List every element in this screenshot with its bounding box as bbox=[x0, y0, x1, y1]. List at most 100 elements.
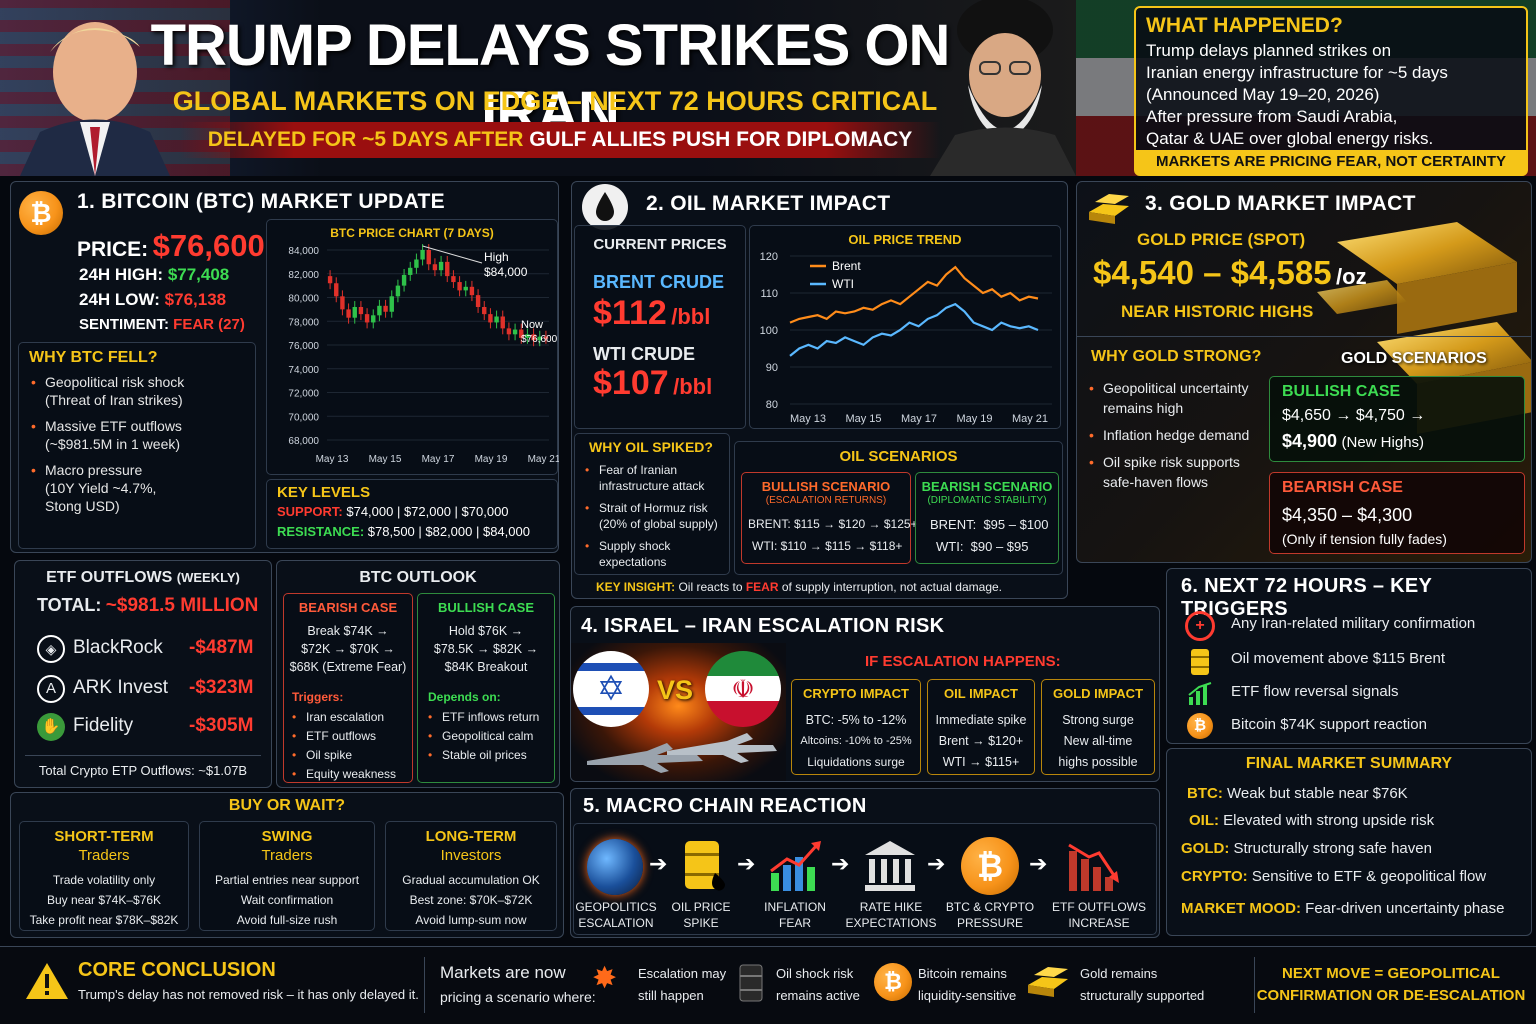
oil-barrel-icon bbox=[1189, 647, 1213, 682]
why-line: Inflation hedge demand bbox=[1103, 427, 1250, 443]
gold-title: 3. GOLD MARKET IMPACT bbox=[1145, 192, 1416, 215]
insight-b: of supply interruption, not actual damag… bbox=[781, 580, 1002, 594]
y-tick-label: 82,000 bbox=[288, 270, 319, 281]
macro-chain-box bbox=[573, 823, 1157, 935]
chain-arrow-icon: ➔ bbox=[831, 851, 850, 876]
oil-impact-lines: Immediate spike Brent → $120+ WTI → $115+ bbox=[928, 710, 1034, 773]
chain-label: ETF OUTFLOWS INCREASE bbox=[1047, 899, 1151, 931]
why-btc-title: WHY BTC FELL? bbox=[29, 349, 158, 366]
candle bbox=[340, 296, 345, 310]
annotation-line bbox=[422, 245, 483, 264]
x-tick-label: May 19 bbox=[956, 413, 992, 425]
why-line: Geopolitical risk shock bbox=[45, 374, 185, 390]
gold-bar-icon bbox=[1085, 190, 1135, 231]
israel-iran-title: 4. ISRAEL – IRAN ESCALATION RISK bbox=[581, 615, 945, 637]
gold-impact-box: GOLD IMPACT Strong surge New all-time high… bbox=[1041, 679, 1155, 775]
oil-bull-sub: (ESCALATION RETURNS) bbox=[765, 495, 887, 506]
resistance-label: RESISTANCE: bbox=[277, 524, 365, 539]
bitcoin-icon: ₿ bbox=[19, 191, 63, 235]
wti-price-row: $107 /bbl bbox=[593, 364, 712, 403]
y-tick-label: 90 bbox=[766, 362, 778, 374]
x-tick-label: May 17 bbox=[901, 413, 937, 425]
oil-bearish-box: BEARISH SCENARIO (DIPLOMATIC STABILITY) … bbox=[915, 472, 1059, 564]
oil-panel: 2. OIL MARKET IMPACT CURRENT PRICES BREN… bbox=[571, 181, 1068, 599]
impact-line: highs possible bbox=[1058, 755, 1138, 769]
footer-bar: CORE CONCLUSION Trump's delay has not re… bbox=[0, 946, 1536, 1024]
iran-flag-icon: ☫ bbox=[705, 651, 781, 727]
trigger-item: Any Iran-related military confirmation bbox=[1231, 615, 1476, 632]
buy-line: Avoid full-size rush bbox=[236, 913, 338, 927]
etf-total-label: TOTAL: bbox=[37, 595, 102, 615]
key-levels-title: KEY LEVELS bbox=[277, 484, 371, 501]
etf-divider bbox=[25, 755, 261, 756]
crypto-impact-box: CRYPTO IMPACT BTC: -5% to -12% Altcoins: … bbox=[791, 679, 921, 775]
legend-label: Brent bbox=[832, 259, 861, 273]
btc-title: 1. BITCOIN (BTC) MARKET UPDATE bbox=[77, 190, 445, 213]
outlook-bull-path: Hold $76K → $78.5K → $82K → $84K Breakout bbox=[418, 622, 554, 676]
wti-price: $107 bbox=[593, 364, 669, 402]
key-levels-box: KEY LEVELS SUPPORT: $74,000 | $72,000 | … bbox=[266, 479, 558, 549]
pricing-line: pricing a scenario where: bbox=[440, 989, 596, 1005]
buy-col-lines: Gradual accumulation OK Best zone: $70K–$… bbox=[386, 870, 556, 930]
chain-line: OIL PRICE bbox=[671, 900, 731, 914]
btc-price: $76,600 bbox=[152, 228, 265, 263]
footer-divider bbox=[424, 957, 425, 1013]
footer-line: Bitcoin remains bbox=[918, 966, 1007, 981]
path-line: Break $74K → bbox=[307, 624, 389, 638]
outlook-bull-title: BULLISH CASE bbox=[437, 600, 535, 615]
buy-col-h1: LONG-TERM bbox=[425, 828, 517, 845]
buy-or-wait-panel: BUY OR WAIT? SHORT-TERM Traders Trade vo… bbox=[10, 792, 564, 938]
delay-strap-b: GULF ALLIES PUSH FOR DIPLOMACY bbox=[529, 128, 913, 151]
footer-line: Oil shock risk bbox=[776, 966, 854, 981]
y-tick-label: 76,000 bbox=[288, 341, 319, 352]
triggers-panel: 6. NEXT 72 HOURS – KEY TRIGGERS + Any Ir… bbox=[1166, 568, 1532, 744]
why-line: Massive ETF outflows bbox=[45, 418, 182, 434]
core-title: CORE CONCLUSION bbox=[78, 959, 276, 981]
x-tick-label: May 13 bbox=[316, 454, 349, 465]
why-gold-list: Geopolitical uncertainty remains high Inf… bbox=[1089, 378, 1269, 492]
y-tick-label: 80,000 bbox=[288, 294, 319, 305]
btc-sentiment-label: SENTIMENT: bbox=[79, 316, 169, 333]
outlook-bear-list: Iran escalationETF outflowsOil spikeEqui… bbox=[292, 708, 396, 784]
buy-col-short: SHORT-TERM Traders Trade volatility only… bbox=[19, 821, 189, 931]
candle bbox=[358, 307, 364, 315]
bitcoin-icon: ₿ bbox=[1187, 713, 1213, 739]
chain-label: BTC & CRYPTO PRESSURE bbox=[941, 899, 1039, 931]
summary-panel: FINAL MARKET SUMMARY BTC: Weak but stabl… bbox=[1166, 748, 1532, 936]
candle bbox=[494, 316, 499, 323]
buy-col-h2: Investors bbox=[440, 847, 502, 864]
pricing-text: Markets are now pricing a scenario where… bbox=[440, 961, 596, 1009]
btc-price-row: PRICE: $76,600 bbox=[77, 228, 265, 264]
what-line: (Announced May 19–20, 2026) bbox=[1146, 85, 1380, 104]
insight-a: Oil reacts to bbox=[678, 580, 743, 594]
y-tick-label: 74,000 bbox=[288, 365, 319, 376]
oil-line-chart: 120 110 100 90 80 May 13 May 15 May 17 May 19 May… bbox=[760, 251, 1052, 425]
y-tick-label: 110 bbox=[760, 288, 778, 300]
what-happened-text: Trump delays planned strikes on Iranian … bbox=[1146, 40, 1448, 150]
buy-line: Avoid lump-sum now bbox=[415, 913, 527, 927]
summary-key: MARKET MOOD: bbox=[1181, 900, 1301, 917]
candle bbox=[451, 276, 456, 283]
gold-scenarios-title: GOLD SCENARIOS bbox=[1341, 350, 1487, 367]
why-btc-fell-box: WHY BTC FELL? Geopolitical risk shock (Th… bbox=[18, 342, 256, 549]
btc-low: $76,138 bbox=[164, 290, 227, 309]
list-item: Equity weakness bbox=[292, 765, 396, 784]
candle bbox=[432, 264, 438, 271]
buy-col-lines: Trade volatility only Buy near $74K–$76K T… bbox=[14, 870, 194, 930]
delay-strap: DELAYED FOR ~5 DAYS AFTER GULF ALLIES PU… bbox=[180, 122, 940, 158]
gold-impact-lines: Strong surge New all-time highs possible bbox=[1042, 710, 1154, 773]
footer-line: Escalation may bbox=[638, 966, 727, 981]
why-line: infrastructure attack bbox=[599, 479, 705, 493]
blackrock-icon: ◈ bbox=[37, 635, 65, 663]
footer-item: Gold remains structurally supported bbox=[1080, 963, 1204, 1007]
gold-bear-title: BEARISH CASE bbox=[1282, 479, 1403, 496]
series-line-brent bbox=[789, 265, 1039, 324]
why-line: Macro pressure bbox=[45, 462, 143, 478]
path-line: $84K Breakout bbox=[444, 660, 528, 674]
summary-value: Elevated with strong upside risk bbox=[1223, 812, 1435, 829]
oil-bull-brent: BRENT: $115 → $120 → $125+ bbox=[748, 517, 918, 531]
oil-scenarios-box: OIL SCENARIOS BULLISH SCENARIO (ESCALATI… bbox=[734, 441, 1063, 575]
summary-value: Fear-driven uncertainty phase bbox=[1305, 900, 1505, 917]
list-item: Geopolitical uncertainty remains high bbox=[1089, 378, 1269, 418]
list-item: ETF inflows return bbox=[428, 708, 539, 727]
